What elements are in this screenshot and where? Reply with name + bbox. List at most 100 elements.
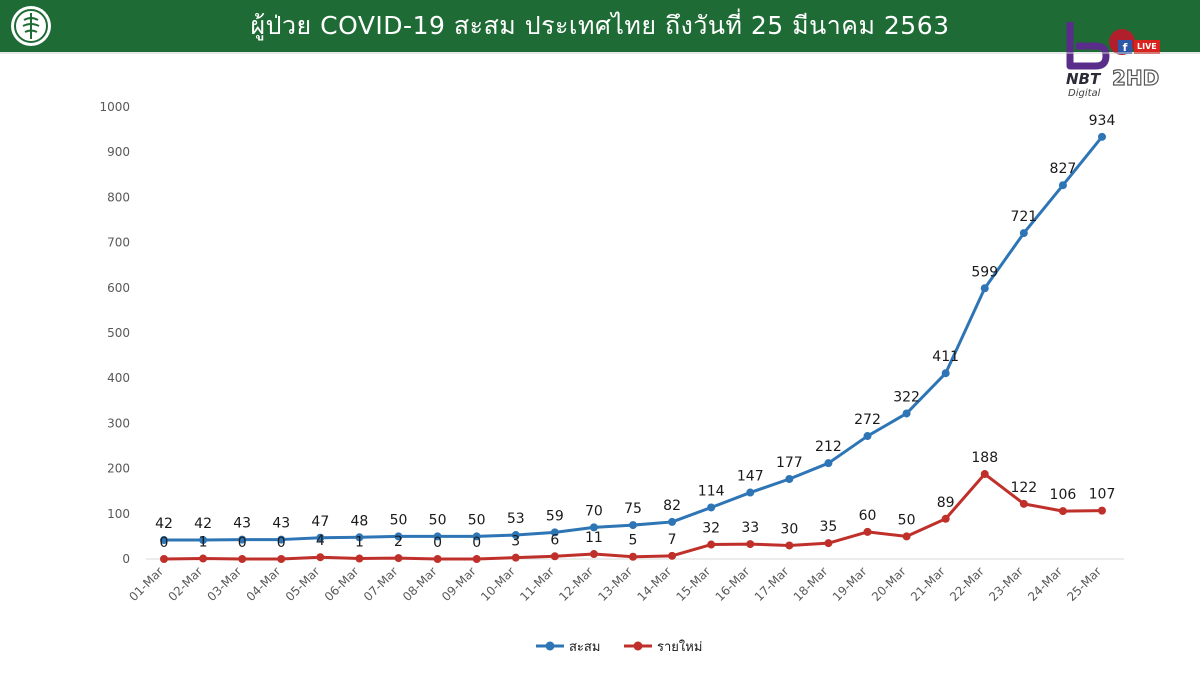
legend-marker (545, 641, 555, 651)
x-tick-label: 11-Mar (517, 564, 557, 604)
y-tick-label: 900 (107, 145, 130, 159)
new-cases-point (355, 554, 364, 563)
new-cases-data-label: 6 (550, 532, 559, 548)
new-cases-data-label: 30 (780, 521, 798, 537)
cumulative-data-label: 82 (663, 498, 681, 514)
new-cases-data-label: 106 (1050, 487, 1077, 503)
cumulative-point (746, 488, 755, 497)
new-cases-data-label: 2 (394, 534, 403, 550)
legend-entry: สะสม (569, 640, 600, 655)
cumulative-point (1019, 229, 1028, 238)
y-tick-label: 100 (107, 507, 130, 521)
cumulative-data-label: 42 (194, 516, 212, 532)
new-cases-point (394, 554, 403, 563)
new-cases-data-label: 0 (160, 535, 169, 551)
x-tick-label: 04-Mar (244, 564, 284, 604)
cumulative-point (433, 532, 442, 541)
y-tick-label: 400 (107, 371, 130, 385)
new-cases-point (863, 527, 872, 536)
new-cases-point (589, 550, 598, 559)
new-cases-point (1098, 506, 1106, 515)
new-cases-point (550, 552, 559, 561)
cumulative-point (511, 531, 520, 540)
cumulative-point (472, 532, 481, 541)
x-tick-label: 19-Mar (830, 564, 870, 604)
y-tick-label: 500 (107, 326, 130, 340)
new-cases-data-label: 60 (859, 508, 877, 524)
cumulative-point (589, 523, 598, 532)
cumulative-data-label: 70 (585, 503, 603, 519)
new-cases-point (160, 555, 168, 563)
x-tick-label: 07-Mar (361, 564, 401, 604)
new-cases-point (511, 553, 520, 562)
new-cases-data-label: 107 (1089, 487, 1116, 503)
new-cases-data-label: 7 (668, 532, 677, 548)
cumulative-data-label: 272 (854, 412, 881, 428)
cumulative-point (980, 284, 989, 293)
cumulative-data-label: 599 (971, 264, 998, 280)
cumulative-point (550, 528, 559, 537)
y-tick-label: 700 (107, 236, 130, 250)
new-cases-point (1058, 507, 1067, 516)
cumulative-data-label: 934 (1089, 113, 1116, 129)
cumulative-point (277, 535, 286, 544)
y-tick-label: 300 (107, 416, 130, 430)
series-points (160, 132, 1106, 563)
x-tick-label: 21-Mar (908, 564, 948, 604)
cumulative-data-label: 827 (1050, 161, 1077, 177)
new-cases-point (316, 553, 325, 562)
y-tick-label: 600 (107, 281, 130, 295)
new-cases-point (707, 540, 716, 549)
cumulative-point (1058, 181, 1067, 190)
new-cases-point (941, 514, 950, 523)
x-tick-label: 02-Mar (165, 564, 205, 604)
x-tick-label: 09-Mar (439, 564, 479, 604)
cumulative-point (394, 532, 403, 541)
x-tick-label: 10-Mar (478, 564, 518, 604)
x-tick-label: 20-Mar (869, 564, 909, 604)
x-tick-label: 24-Mar (1025, 564, 1065, 604)
x-tick-label: 13-Mar (595, 564, 635, 604)
cumulative-point (316, 533, 325, 542)
cumulative-data-label: 114 (698, 483, 725, 499)
cumulative-point (902, 409, 911, 418)
new-cases-point (199, 554, 208, 563)
cumulative-point (160, 536, 168, 545)
x-tick-label: 08-Mar (400, 564, 440, 604)
cumulative-point (1098, 132, 1106, 141)
cumulative-data-label: 43 (272, 516, 290, 532)
x-tick-label: 05-Mar (283, 564, 323, 604)
new-cases-point (746, 540, 755, 549)
new-cases-data-label: 0 (472, 535, 481, 551)
cumulative-point (707, 503, 716, 512)
new-cases-data-label: 188 (971, 450, 998, 466)
new-cases-point (980, 470, 989, 479)
cumulative-point (238, 535, 247, 544)
series-data-labels: 42 42 43 43 47 48 50 50 50 53 59 70 75 82114147177212… (155, 113, 1115, 551)
legend-entry: รายใหม่ (657, 639, 702, 655)
broadcaster-sub: Digital (1068, 88, 1101, 99)
new-cases-point (238, 555, 247, 563)
facebook-icon: f (1118, 40, 1132, 54)
cumulative-point (824, 459, 833, 468)
new-cases-data-label: 35 (820, 519, 838, 535)
y-axis-ticks: 0 100 200 300 400 500 600 700 800 900 1000 (99, 100, 130, 566)
cumulative-data-label: 53 (507, 511, 525, 527)
cumulative-data-label: 411 (932, 349, 959, 365)
cumulative-point (863, 432, 872, 441)
x-tick-label: 25-Mar (1064, 564, 1104, 604)
cumulative-data-label: 50 (468, 512, 486, 528)
new-cases-point (629, 552, 637, 561)
live-badge: f LIVE (1118, 40, 1160, 54)
cumulative-data-label: 147 (737, 469, 764, 485)
series-lines (163, 135, 1104, 561)
cumulative-data-label: 212 (815, 439, 842, 455)
cumulative-data-label: 50 (429, 512, 447, 528)
cumulative-data-label: 59 (546, 508, 564, 524)
new-cases-point (472, 555, 481, 563)
cumulative-data-label: 47 (311, 514, 329, 530)
cumulative-data-label: 43 (233, 516, 251, 532)
new-cases-point (668, 551, 677, 560)
x-tick-label: 14-Mar (634, 564, 674, 604)
